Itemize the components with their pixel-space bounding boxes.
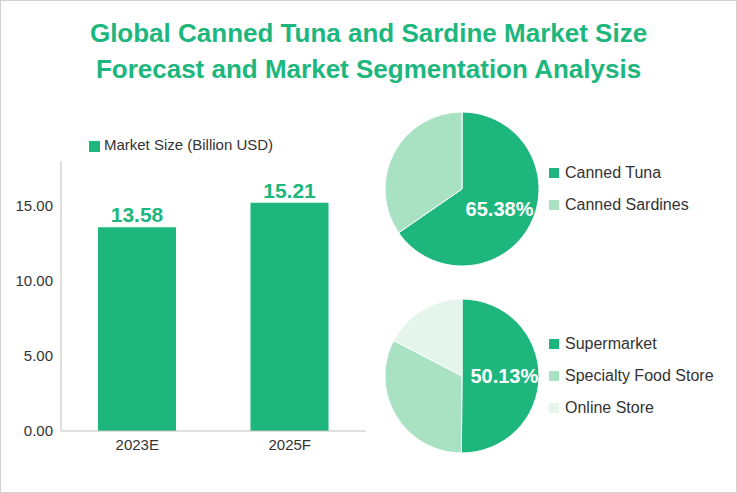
- html-text:Specialty Food Store: Specialty Food Store: [565, 367, 714, 384]
- html-text:Global Canned Tuna and Sardine: Global Canned Tuna and Sardine Market Si…: [89, 18, 648, 84]
- svg-text:5.00: 5.00: [24, 347, 53, 364]
- svg-text:2023E: 2023E: [116, 436, 159, 453]
- svg-text:50.13%: 50.13%: [470, 365, 538, 387]
- html-text:Canned Tuna: Canned Tuna: [565, 164, 662, 181]
- html-text:Online Store: Online Store: [565, 399, 654, 416]
- svg-text:13.58: 13.58: [111, 203, 164, 226]
- html-text:Supermarket: Supermarket: [565, 335, 657, 352]
- html-text:Market Size (Billion USD): Market Size (Billion USD): [103, 136, 274, 153]
- svg-text:2025F: 2025F: [268, 436, 311, 453]
- html-text:Canned Sardines: Canned Sardines: [565, 196, 689, 213]
- svg-text:0.00: 0.00: [24, 422, 53, 439]
- svg-text:15.21: 15.21: [263, 179, 316, 202]
- svg-text:15.00: 15.00: [15, 197, 53, 214]
- svg-text:10.00: 10.00: [15, 272, 53, 289]
- svg-text:65.38%: 65.38%: [466, 198, 534, 220]
